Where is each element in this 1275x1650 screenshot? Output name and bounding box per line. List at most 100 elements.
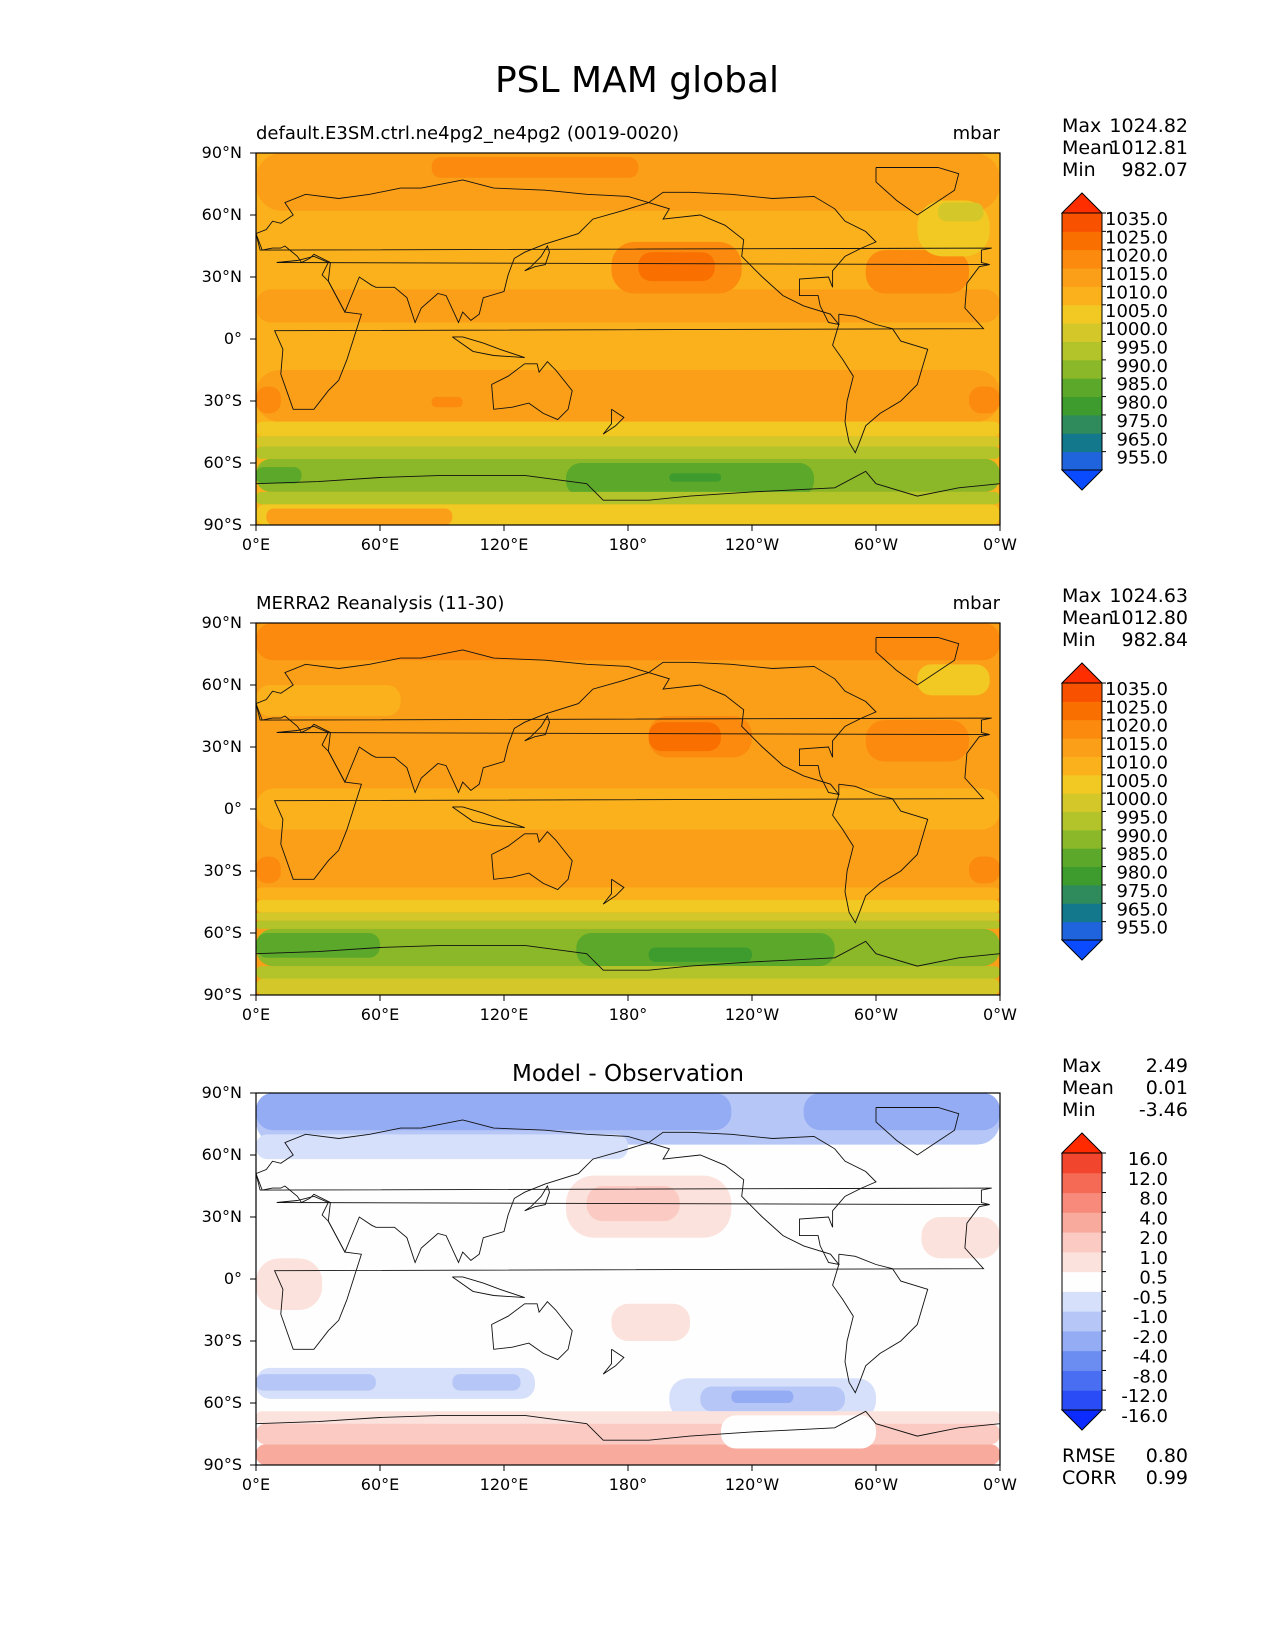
contour-region — [917, 664, 990, 696]
colorbar-band — [1062, 1153, 1102, 1174]
lat-tick-label: 30°N — [202, 737, 242, 756]
contour-region — [256, 933, 380, 958]
units-label: mbar — [953, 123, 1001, 144]
colorbar-tick-label: 8.0 — [1139, 1189, 1168, 1210]
contour-region — [256, 491, 1000, 505]
panel-1: default.E3SM.ctrl.ne4pg2_ne4pg2 (0019-00… — [202, 115, 1188, 554]
coastline — [256, 1410, 1000, 1441]
lat-tick-label: 30°S — [203, 861, 242, 880]
lat-tick-label: 60°N — [202, 205, 242, 224]
stat-value-mean: 1012.81 — [1109, 137, 1188, 159]
stat-label-min: Min — [1062, 159, 1096, 181]
lat-tick-label: 90°N — [202, 1083, 242, 1102]
coastline — [832, 1253, 929, 1394]
lon-tick-label: 60°W — [854, 1475, 898, 1494]
lon-tick-label: 60°E — [361, 535, 399, 554]
contour-region — [731, 1390, 794, 1403]
coastline — [524, 1184, 550, 1212]
lat-tick-label: 90°S — [203, 515, 242, 534]
contour-region — [256, 1374, 376, 1391]
lat-tick-label: 30°S — [203, 1331, 242, 1350]
lon-tick-label: 120°W — [725, 1475, 780, 1494]
lon-tick-label: 60°E — [361, 1475, 399, 1494]
contour-region — [256, 966, 1000, 979]
contour-region — [256, 1258, 323, 1310]
coastline — [602, 408, 625, 435]
lon-tick-label: 120°E — [480, 1475, 529, 1494]
colorbar-tick-label: 1025.0 — [1105, 697, 1168, 718]
lat-tick-label: 30°N — [202, 267, 242, 286]
contour-region — [969, 856, 1000, 884]
colorbar-tick-label: 1025.0 — [1105, 227, 1168, 248]
colorbar-tick-label: 2.0 — [1139, 1228, 1168, 1249]
colorbar-tick-label: 1035.0 — [1105, 209, 1168, 230]
colorbar-frame — [1061, 1152, 1103, 1411]
lat-tick-label: 60°S — [203, 1393, 242, 1412]
contour-region — [803, 1093, 1000, 1131]
stat-label-mean: Mean — [1062, 1077, 1114, 1099]
colorbar-tick-label: 980.0 — [1116, 863, 1168, 884]
colorbar-tick-label: 16.0 — [1128, 1149, 1168, 1170]
coastline — [648, 1131, 877, 1266]
contour-region — [969, 386, 1000, 414]
stat-label-max: Max — [1062, 585, 1101, 607]
panel-3: Model - Observation 90°N 60°N 30°N 0° 30°S 60°… — [202, 1055, 1188, 1494]
coastline — [832, 783, 929, 924]
colorbar-band — [1062, 1251, 1102, 1273]
contour-region — [256, 289, 1000, 323]
colorbar-band — [1062, 884, 1102, 904]
colorbar-tick-label: 4.0 — [1139, 1208, 1168, 1229]
stat-value-mean: 0.01 — [1146, 1077, 1188, 1099]
colorbar-tick-label: 980.0 — [1116, 393, 1168, 414]
coastline — [602, 1348, 625, 1375]
colorbar-tick-label: 1000.0 — [1105, 789, 1168, 810]
colorbar-band — [1062, 286, 1102, 306]
colorbar-tick-label: 975.0 — [1116, 411, 1168, 432]
colorbar-tick-label: 985.0 — [1116, 844, 1168, 865]
contour-region — [865, 250, 969, 294]
stat-value-corr: 0.99 — [1146, 1467, 1188, 1489]
lon-tick-label: 180° — [609, 1005, 648, 1024]
coastline — [256, 470, 1000, 501]
coastline — [256, 233, 992, 410]
colorbar-band — [1062, 793, 1102, 812]
lon-tick-label: 0°E — [242, 1475, 270, 1494]
colorbar-band — [1062, 1370, 1102, 1391]
contour-region — [638, 252, 715, 282]
coastline — [875, 637, 960, 686]
colorbar-tick-label: -1.0 — [1133, 1307, 1168, 1328]
panel-title: MERRA2 Reanalysis (11-30) — [256, 593, 504, 614]
contour-region — [256, 623, 1000, 661]
colorbar-band — [1062, 268, 1102, 287]
colorbar-band — [1062, 1212, 1102, 1233]
colorbar-band — [1062, 774, 1102, 794]
contour-region — [256, 920, 1000, 929]
lat-tick-label: 30°N — [202, 1207, 242, 1226]
colorbar-tick-label: 990.0 — [1116, 826, 1168, 847]
contour-region — [256, 978, 1000, 995]
lat-tick-label: 60°N — [202, 1145, 242, 1164]
stat-label-rmse: RMSE — [1062, 1445, 1116, 1467]
contour-region — [256, 788, 1000, 830]
coastline — [256, 940, 1000, 971]
contour-region — [921, 1217, 1000, 1259]
stat-value-rmse: 0.80 — [1146, 1445, 1188, 1467]
colorbar-band — [1062, 213, 1102, 232]
lon-tick-label: 0°W — [983, 1005, 1017, 1024]
contour-region — [669, 473, 721, 482]
contour-region — [256, 899, 1000, 913]
coastline — [256, 179, 651, 324]
stat-value-min: -3.46 — [1139, 1099, 1188, 1121]
contour-region — [256, 912, 1000, 921]
coastline — [524, 244, 550, 272]
colorbar-tick-label: 995.0 — [1116, 808, 1168, 829]
stat-label-min: Min — [1062, 1099, 1096, 1121]
lat-tick-label: 60°S — [203, 453, 242, 472]
lat-tick-label: 60°S — [203, 923, 242, 942]
contour-region — [256, 685, 401, 716]
stat-label-min: Min — [1062, 629, 1096, 651]
colorbar-band — [1062, 701, 1102, 721]
coastline — [452, 1276, 525, 1299]
stat-value-max: 1024.63 — [1109, 585, 1188, 607]
map — [256, 1093, 1000, 1465]
